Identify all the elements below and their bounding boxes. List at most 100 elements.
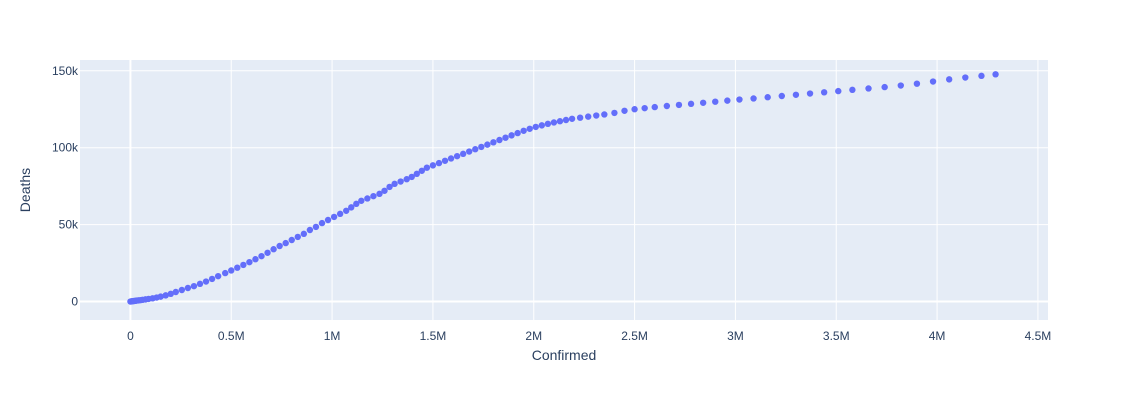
data-point[interactable] (429, 162, 437, 169)
data-point[interactable] (538, 122, 546, 129)
data-point[interactable] (881, 83, 888, 91)
data-point[interactable] (576, 114, 584, 121)
data-point[interactable] (631, 106, 638, 113)
data-point[interactable] (484, 141, 491, 148)
data-point[interactable] (353, 200, 360, 208)
data-point[interactable] (408, 173, 415, 181)
data-point[interactable] (687, 100, 695, 108)
data-point[interactable] (496, 136, 503, 144)
data-point[interactable] (294, 233, 301, 241)
data-point[interactable] (413, 170, 420, 178)
data-point[interactable] (435, 159, 443, 167)
data-point[interactable] (312, 223, 320, 231)
data-point[interactable] (520, 127, 527, 134)
data-point[interactable] (381, 187, 388, 194)
data-point[interactable] (358, 197, 365, 204)
data-point[interactable] (641, 104, 648, 112)
data-point[interactable] (228, 267, 235, 274)
data-point[interactable] (330, 213, 338, 221)
data-point[interactable] (849, 86, 856, 94)
data-point[interactable] (502, 134, 509, 141)
data-point[interactable] (184, 284, 192, 292)
data-point[interactable] (306, 226, 314, 234)
data-point[interactable] (913, 80, 921, 87)
data-point[interactable] (336, 210, 344, 218)
data-point[interactable] (568, 115, 576, 122)
data-point[interactable] (651, 103, 658, 111)
data-point[interactable] (234, 264, 241, 271)
data-point[interactable] (441, 157, 449, 164)
data-point[interactable] (978, 72, 985, 80)
data-point[interactable] (601, 111, 608, 118)
data-point[interactable] (865, 85, 872, 92)
data-point[interactable] (897, 82, 904, 89)
data-point[interactable] (376, 190, 383, 198)
data-point[interactable] (222, 269, 229, 277)
data-point[interactable] (258, 252, 265, 260)
data-point[interactable] (318, 219, 326, 227)
data-point[interactable] (699, 99, 707, 106)
data-point[interactable] (202, 278, 210, 285)
data-point[interactable] (556, 118, 564, 125)
data-point[interactable] (447, 155, 455, 162)
data-point[interactable] (300, 230, 308, 238)
data-point[interactable] (264, 249, 271, 256)
data-point[interactable] (611, 109, 618, 117)
data-point[interactable] (835, 87, 842, 95)
data-point[interactable] (246, 258, 253, 266)
data-point[interactable] (820, 89, 828, 96)
data-point[interactable] (364, 195, 371, 202)
data-point[interactable] (992, 71, 999, 78)
data-point[interactable] (712, 98, 719, 105)
data-point[interactable] (370, 192, 377, 200)
data-point[interactable] (736, 96, 743, 103)
data-point[interactable] (945, 76, 953, 83)
data-point[interactable] (724, 97, 731, 104)
data-point[interactable] (472, 146, 479, 153)
data-point[interactable] (929, 78, 937, 85)
data-point[interactable] (252, 256, 259, 263)
data-point[interactable] (386, 183, 393, 191)
data-point[interactable] (459, 150, 467, 158)
data-point[interactable] (792, 91, 800, 98)
data-point[interactable] (403, 176, 410, 183)
data-point[interactable] (508, 132, 515, 139)
data-point[interactable] (172, 288, 179, 296)
data-point[interactable] (270, 246, 277, 253)
data-point[interactable] (750, 95, 757, 102)
data-point[interactable] (240, 261, 247, 269)
data-point[interactable] (178, 286, 186, 294)
data-point[interactable] (514, 129, 521, 137)
data-point[interactable] (562, 116, 570, 124)
data-point[interactable] (162, 292, 169, 299)
data-point[interactable] (585, 113, 592, 120)
data-point[interactable] (167, 290, 174, 298)
data-point[interactable] (490, 139, 497, 146)
data-point[interactable] (544, 120, 552, 128)
data-point[interactable] (806, 90, 814, 97)
data-point[interactable] (532, 123, 539, 131)
data-point[interactable] (962, 74, 969, 81)
data-point[interactable] (418, 167, 426, 174)
data-point[interactable] (621, 107, 628, 114)
data-point[interactable] (478, 143, 485, 151)
data-point[interactable] (550, 119, 558, 126)
data-point[interactable] (764, 94, 771, 101)
data-point[interactable] (196, 280, 204, 288)
data-point[interactable] (190, 282, 198, 290)
data-point[interactable] (397, 178, 404, 185)
data-point[interactable] (778, 92, 785, 100)
data-point[interactable] (208, 275, 216, 283)
data-point[interactable] (593, 112, 600, 119)
data-point[interactable] (343, 207, 350, 214)
data-point[interactable] (423, 164, 431, 171)
data-point[interactable] (157, 293, 164, 300)
data-point[interactable] (675, 101, 683, 109)
data-point[interactable] (526, 125, 533, 132)
data-point[interactable] (453, 152, 461, 160)
data-point[interactable] (288, 236, 295, 244)
data-point[interactable] (214, 272, 222, 280)
data-point[interactable] (348, 204, 355, 211)
data-point[interactable] (276, 242, 283, 250)
data-point[interactable] (663, 102, 671, 110)
